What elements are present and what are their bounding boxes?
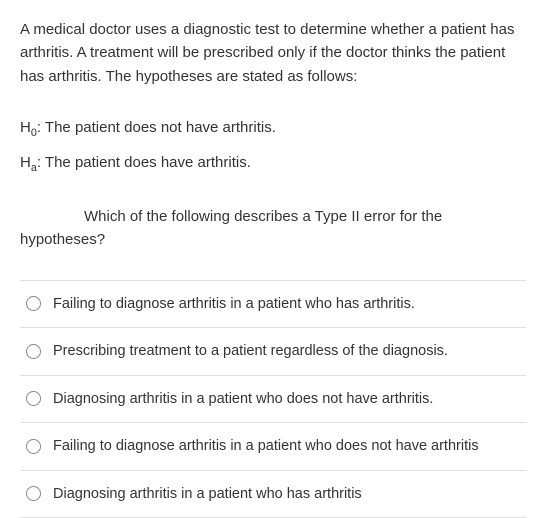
option-row[interactable]: Failing to diagnose arthritis in a patie… (20, 281, 526, 328)
radio-icon[interactable] (26, 439, 41, 454)
option-label: Failing to diagnose arthritis in a patie… (53, 293, 415, 315)
question-line2: hypotheses? (20, 231, 105, 248)
option-row[interactable]: Failing to diagnose arthritis in a patie… (20, 423, 526, 470)
option-label: Prescribing treatment to a patient regar… (53, 340, 448, 362)
question-text: Which of the following describes a Type … (20, 205, 526, 252)
option-label: Diagnosing arthritis in a patient who ha… (53, 483, 362, 505)
hypotheses-block: H0: The patient does not have arthritis.… (20, 116, 526, 177)
radio-icon[interactable] (26, 486, 41, 501)
option-label: Failing to diagnose arthritis in a patie… (53, 435, 479, 457)
option-row[interactable]: Prescribing treatment to a patient regar… (20, 328, 526, 375)
alt-hypothesis: Ha: The patient does have arthritis. (20, 151, 526, 177)
question-line1: Which of the following describes a Type … (84, 208, 442, 225)
intro-text: A medical doctor uses a diagnostic test … (20, 18, 526, 88)
radio-icon[interactable] (26, 391, 41, 406)
option-row[interactable]: Diagnosing arthritis in a patient who ha… (20, 471, 526, 518)
option-row[interactable]: Diagnosing arthritis in a patient who do… (20, 376, 526, 423)
options-list: Failing to diagnose arthritis in a patie… (20, 280, 526, 518)
ha-prefix: H (20, 154, 31, 171)
null-hypothesis: H0: The patient does not have arthritis. (20, 116, 526, 142)
ha-text: : The patient does have arthritis. (37, 154, 251, 171)
option-label: Diagnosing arthritis in a patient who do… (53, 388, 433, 410)
h0-prefix: H (20, 119, 31, 136)
radio-icon[interactable] (26, 344, 41, 359)
radio-icon[interactable] (26, 296, 41, 311)
h0-text: : The patient does not have arthritis. (37, 119, 276, 136)
